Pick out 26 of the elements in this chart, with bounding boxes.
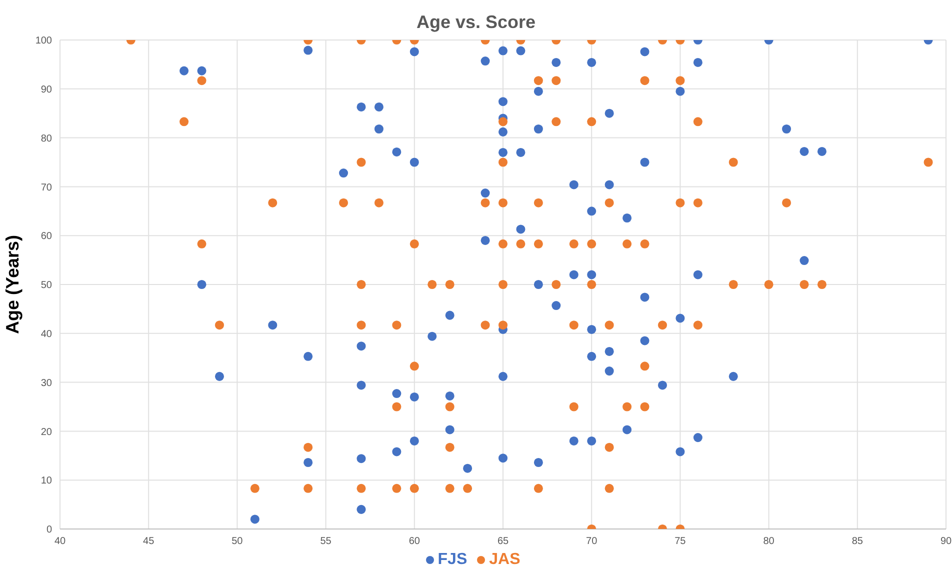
x-tick-label: 55 [320, 536, 332, 548]
y-tick-label: 40 [40, 328, 52, 340]
y-tick-label: 70 [40, 182, 52, 194]
x-tick-label: 65 [497, 536, 509, 548]
x-tick-label: 40 [54, 536, 66, 548]
x-tick-label: 80 [763, 536, 775, 548]
x-tick-label: 70 [586, 536, 598, 548]
x-tick-label: 60 [408, 536, 420, 548]
x-tick-label: 90 [940, 536, 952, 548]
y-tick-label: 30 [40, 378, 52, 389]
y-tick-label: 20 [40, 426, 52, 438]
y-tick-label: 50 [40, 280, 52, 292]
legend-label: JAS [489, 551, 520, 568]
legend-label: FJS [438, 551, 468, 568]
x-tick-label: 75 [674, 536, 686, 548]
y-tick-label: 10 [40, 476, 52, 487]
y-tick-label: 60 [40, 231, 52, 242]
chart-title: Age vs. Score [415, 12, 537, 33]
y-tick-label: 0 [46, 524, 52, 536]
x-tick-label: 50 [232, 536, 244, 548]
y-tick-label: 100 [35, 36, 52, 47]
y-tick-label: 80 [40, 133, 52, 144]
y-tick-label: 90 [40, 84, 52, 96]
x-tick-label: 85 [852, 536, 864, 548]
y-axis-title: Age (Years) [2, 234, 22, 334]
x-tick-label: 45 [143, 536, 155, 548]
